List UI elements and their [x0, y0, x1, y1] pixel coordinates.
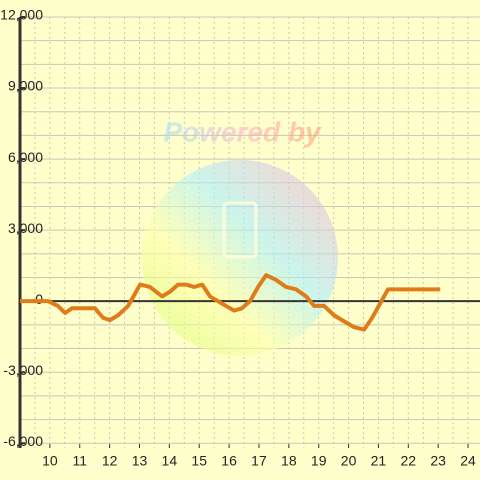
y-tick-label: -6,000 — [3, 433, 43, 449]
x-tick-label: 20 — [341, 453, 357, 469]
y-tick-label: 3,000 — [8, 220, 43, 236]
x-tick-label: 17 — [251, 453, 267, 469]
y-tick-label: 0 — [35, 291, 43, 307]
x-tick-label: 23 — [430, 453, 446, 469]
x-tick-label: 11 — [72, 453, 87, 469]
x-tick-label: 12 — [102, 453, 118, 469]
x-tick-label: 14 — [162, 453, 178, 469]
x-tick-label: 16 — [221, 453, 237, 469]
x-tick-label: 19 — [311, 453, 327, 469]
x-tick-label: 21 — [371, 453, 387, 469]
y-tick-label: 12,000 — [0, 7, 43, 23]
x-tick-label: 15 — [191, 453, 207, 469]
x-tick-label: 18 — [281, 453, 297, 469]
data-line — [20, 273, 441, 332]
plot: -6,000 -3,000 0 3,000 6,000 9,000 12,000 10 11 12… — [0, 7, 480, 469]
x-tick-label: 22 — [401, 453, 417, 469]
y-tick-label: 9,000 — [8, 78, 43, 94]
y-tick-label: -3,000 — [3, 362, 43, 378]
y-tick-label: 6,000 — [8, 149, 43, 165]
watermark-icon — [222, 201, 258, 259]
watermark-text: Powered by — [163, 116, 322, 147]
x-tick-label: 24 — [460, 453, 476, 469]
x-tick-label: 10 — [42, 453, 58, 469]
x-tick-label: 13 — [132, 453, 148, 469]
